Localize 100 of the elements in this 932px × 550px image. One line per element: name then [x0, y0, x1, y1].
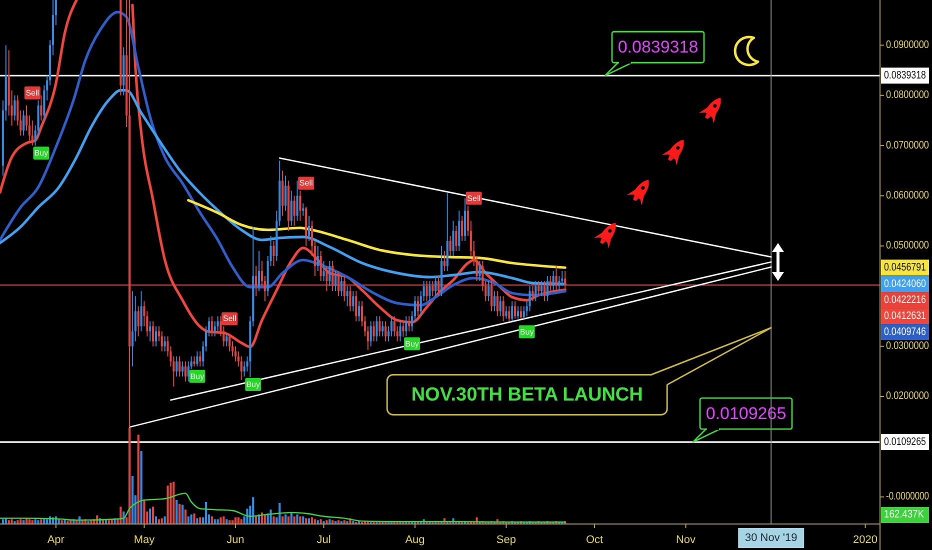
candlestick — [302, 202, 304, 216]
annotation: Sell — [26, 88, 40, 98]
annotation: Sell — [467, 194, 481, 203]
ref-line-label: 0.0422216 — [884, 294, 926, 306]
y-tick-label: 0.0500000 — [886, 240, 930, 252]
candlestick — [131, 290, 134, 367]
candlestick — [293, 195, 296, 226]
candlestick — [181, 360, 184, 377]
candlestick — [540, 280, 543, 297]
bar — [140, 451, 142, 524]
candlestick — [322, 260, 325, 282]
annotation: Buy — [34, 148, 48, 158]
bar — [20, 519, 22, 524]
annotation: Buy — [246, 380, 260, 389]
bar — [328, 519, 331, 524]
candlestick — [320, 250, 322, 282]
candlestick — [534, 280, 537, 302]
candlestick — [499, 296, 502, 317]
candlestick — [496, 290, 498, 317]
candlestick — [488, 280, 490, 302]
candlestick — [502, 296, 504, 322]
candlestick — [140, 290, 142, 332]
candlestick — [376, 316, 378, 342]
bar — [184, 510, 186, 524]
candlestick — [402, 320, 404, 338]
line-series — [0, 89, 566, 286]
candlestick — [340, 276, 342, 297]
bar — [193, 513, 196, 524]
candlestick — [434, 276, 437, 297]
x-tick-label: 2020 — [853, 534, 878, 546]
candlestick — [178, 356, 181, 377]
text: 162.437K — [884, 509, 924, 521]
bar — [270, 510, 272, 524]
candlestick — [328, 260, 331, 287]
x-tick-label: Aug — [405, 534, 425, 546]
candlestick — [164, 336, 166, 352]
text: 0.0409746 — [884, 326, 926, 338]
x-tick-label: Nov — [676, 534, 696, 546]
bar — [190, 514, 192, 524]
bar — [137, 434, 140, 524]
candlestick — [408, 316, 410, 332]
candlestick — [272, 240, 275, 267]
bar — [34, 519, 36, 524]
ref-line-label: 30 Nov '19 — [744, 532, 798, 544]
x-tick-label: Jul — [316, 534, 331, 546]
bar — [176, 500, 178, 524]
candlestick — [149, 320, 152, 342]
text: 0.0424060 — [884, 278, 926, 290]
y-tick-label: 0.0700000 — [886, 140, 930, 152]
candlestick — [176, 356, 178, 377]
candlestick — [452, 220, 454, 256]
candlestick — [31, 120, 34, 146]
x-tick-label: Apr — [47, 534, 65, 546]
y-tick-label: 0.0600000 — [886, 190, 930, 202]
candlestick — [552, 270, 554, 292]
bar — [320, 519, 322, 524]
bar — [170, 482, 172, 524]
candlestick — [455, 225, 458, 252]
bar — [152, 506, 154, 524]
bar — [40, 519, 42, 524]
candlestick — [428, 280, 431, 302]
candlestick — [561, 270, 564, 287]
candlestick — [226, 333, 228, 347]
text: 0.0109265 — [706, 404, 786, 424]
bar — [178, 504, 181, 524]
candlestick — [511, 300, 514, 322]
text: 0.0412631 — [884, 310, 926, 322]
candlestick — [514, 300, 516, 320]
candlestick — [449, 235, 452, 256]
bar — [46, 519, 48, 524]
candlestick — [154, 326, 158, 347]
candlestick — [316, 245, 319, 272]
candlestick — [290, 190, 292, 226]
candlestick — [528, 286, 531, 312]
candlestick — [405, 316, 408, 337]
ref-line-label: 0.0109265 — [884, 436, 926, 448]
candlestick — [508, 306, 510, 322]
candlestick — [478, 260, 481, 282]
annotation: Sell — [222, 314, 236, 324]
candlestick — [258, 250, 260, 292]
candlestick — [346, 286, 348, 307]
candlestick — [384, 320, 387, 342]
candlestick — [243, 360, 246, 377]
candlestick — [210, 316, 213, 337]
candlestick — [493, 290, 496, 312]
bar — [220, 517, 222, 524]
bar — [10, 519, 13, 524]
y-tick-label: -0.0000000 — [886, 490, 930, 504]
y-tick-label: 0.0900000 — [886, 39, 930, 52]
bar — [305, 518, 308, 524]
candlestick — [378, 316, 381, 337]
bar — [226, 519, 228, 524]
candlestick — [358, 300, 360, 322]
annotation: Buy — [190, 372, 204, 381]
x-tick-label: Oct — [586, 534, 604, 546]
candlestick — [284, 175, 287, 212]
annotation: NOV.30TH BETA LAUNCH — [411, 384, 643, 406]
x-tick-label: May — [134, 534, 156, 546]
candlestick — [546, 276, 548, 302]
candlestick — [184, 360, 186, 382]
